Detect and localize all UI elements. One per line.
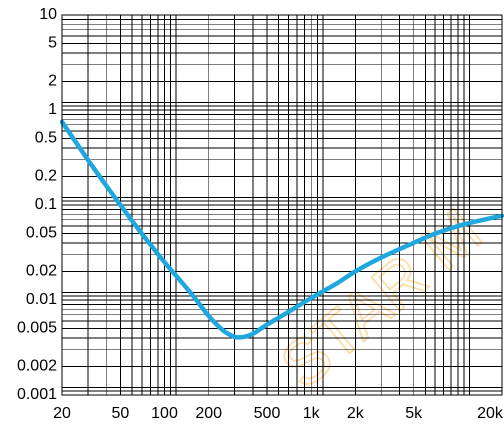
y-tick-label: 5 (48, 35, 57, 52)
x-tick-label: 20k (477, 405, 504, 422)
plot-frame (61, 14, 503, 396)
y-tick-label: 0.002 (17, 357, 57, 374)
y-tick-label: 2 (48, 72, 57, 89)
series-line (59, 119, 504, 340)
series-curves (59, 119, 504, 340)
x-tick-label: 50 (112, 405, 130, 422)
x-tick-label: 20 (53, 405, 71, 422)
x-tick-label: 2k (347, 405, 365, 422)
x-tick-label: 100 (151, 405, 178, 422)
y-tick-label: 0.005 (17, 320, 57, 337)
x-tick-label: 200 (195, 405, 222, 422)
y-tick-label: 0.1 (35, 196, 57, 213)
y-tick-label: 0.5 (35, 130, 57, 147)
x-axis-ticks: 20 50 100 200 500 1k 2k 5k 20k (53, 405, 504, 422)
x-tick-label: 1k (303, 405, 321, 422)
y-tick-label: 0.01 (26, 291, 57, 308)
y-tick-label: 0.05 (26, 225, 57, 242)
y-tick-label: 0.001 (17, 386, 57, 403)
grid (61, 14, 503, 396)
x-tick-label: 500 (254, 405, 281, 422)
x-tick-label: 5k (405, 405, 423, 422)
y-tick-label: 0.2 (35, 167, 57, 184)
y-axis-ticks: 10 5 2 1 0.5 0.2 0.1 0.05 0.02 0.01 0.005 0.002 0.00… (17, 6, 57, 403)
y-tick-label: 0.02 (26, 262, 57, 279)
y-tick-label: 1 (48, 101, 57, 118)
y-tick-label: 10 (39, 6, 57, 23)
